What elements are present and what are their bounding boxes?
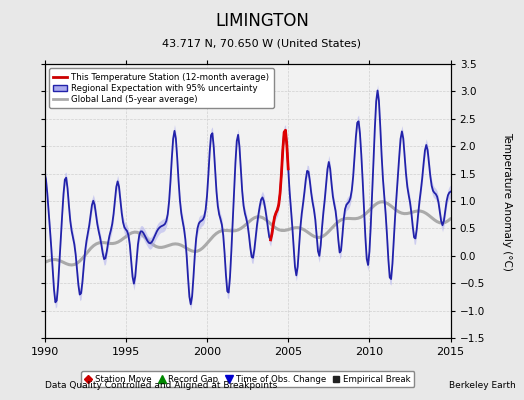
Text: 43.717 N, 70.650 W (United States): 43.717 N, 70.650 W (United States) [162, 38, 362, 48]
Text: LIMINGTON: LIMINGTON [215, 12, 309, 30]
Y-axis label: Temperature Anomaly (°C): Temperature Anomaly (°C) [501, 132, 512, 270]
Text: Berkeley Earth: Berkeley Earth [450, 381, 516, 390]
Legend: Station Move, Record Gap, Time of Obs. Change, Empirical Break: Station Move, Record Gap, Time of Obs. C… [81, 371, 414, 387]
Text: Data Quality Controlled and Aligned at Breakpoints: Data Quality Controlled and Aligned at B… [45, 381, 277, 390]
